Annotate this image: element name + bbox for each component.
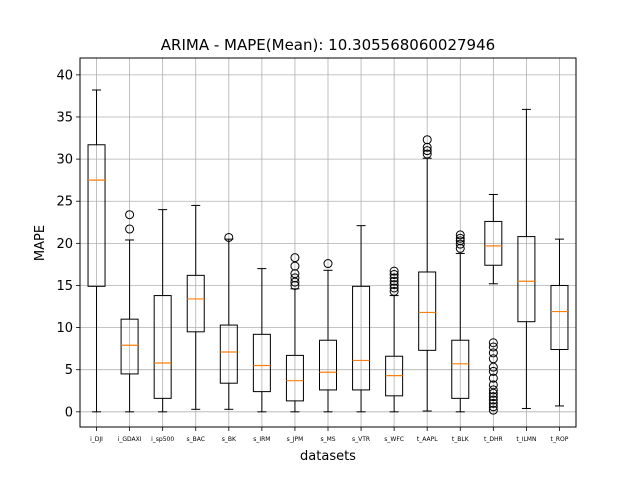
box-body	[120, 318, 139, 375]
y-tick-label: 30	[56, 153, 73, 168]
flier-point	[422, 146, 432, 156]
box-body	[484, 220, 503, 266]
x-tick-label: s_WFC	[384, 436, 404, 443]
box-s_WFC	[385, 266, 404, 413]
y-tick-label: 35	[56, 110, 73, 125]
flier-point	[389, 283, 399, 293]
flier-point	[389, 270, 399, 280]
flier-point	[488, 392, 498, 402]
y-axis-ticks: 0 5 10 15 20 25 30 35 40	[56, 68, 80, 420]
flier-point	[224, 232, 234, 242]
flier-point	[125, 210, 135, 220]
x-tick-label: s_BK	[222, 436, 237, 443]
box-body	[219, 324, 238, 384]
flier-point	[455, 236, 465, 246]
box-body	[550, 284, 569, 350]
flier-point	[389, 280, 399, 290]
box-s_JPM	[285, 253, 304, 413]
flier-point	[389, 273, 399, 283]
box-i_sp500	[153, 209, 172, 413]
x-tick-label: s_IRM	[253, 436, 270, 443]
box-s_MS	[319, 259, 337, 413]
box-body	[451, 339, 470, 399]
flier-point	[488, 380, 498, 390]
box-body	[319, 339, 337, 391]
x-tick-label: t_AAPL	[417, 436, 438, 443]
y-tick-label: 15	[56, 279, 73, 294]
x-tick-label: t_DHR	[484, 436, 503, 443]
x-axis-ticks: i_DJI i_GDAXI i_sp500 s_BAC s_BK s_IRM s_JPM s_…	[90, 427, 569, 443]
flier-point	[488, 405, 498, 415]
y-tick-label: 10	[56, 321, 73, 336]
x-tick-label: i_sp500	[151, 436, 174, 443]
x-tick-label: i_GDAXI	[118, 436, 142, 443]
box-t_AAPL	[418, 135, 437, 412]
flier-point	[488, 348, 498, 358]
box-s_BK	[219, 232, 238, 410]
flier-point	[323, 259, 333, 269]
box-body	[87, 144, 106, 287]
y-tick-label: 40	[56, 68, 73, 83]
flier-point	[488, 385, 498, 395]
flier-point	[488, 402, 498, 412]
box-body	[352, 285, 371, 391]
y-tick-label: 25	[56, 195, 73, 210]
y-tick-label: 0	[65, 405, 73, 420]
box-i_DJI	[87, 89, 106, 413]
chart-title: ARIMA - MAPE(Mean): 10.305568060027946	[161, 36, 495, 54]
flier-point	[488, 373, 498, 383]
box-body	[252, 333, 271, 393]
flier-point	[389, 286, 399, 296]
x-axis-title: datasets	[300, 449, 356, 464]
x-tick-label: s_VTR	[352, 436, 370, 443]
flier-point	[488, 366, 498, 376]
box-s_BAC	[186, 204, 205, 410]
flier-point	[290, 273, 300, 283]
flier-point	[488, 398, 498, 408]
flier-point	[455, 233, 465, 243]
flier-point	[389, 266, 399, 276]
y-tick-label: 20	[56, 237, 73, 252]
box-s_IRM	[252, 268, 271, 413]
x-tick-label: t_ROP	[551, 436, 569, 443]
flier-point	[290, 253, 300, 263]
flier-point	[422, 149, 432, 159]
box-t_ROP	[550, 238, 569, 407]
x-tick-label: t_ILMN	[516, 436, 536, 443]
flier-point	[422, 135, 432, 145]
box-body	[418, 271, 437, 351]
x-tick-label: s_MS	[320, 436, 335, 443]
box-s_VTR	[352, 225, 371, 413]
box-i_GDAXI	[120, 210, 139, 413]
x-tick-label: s_BAC	[187, 436, 205, 443]
flier-point	[389, 276, 399, 286]
flier-point	[488, 354, 498, 364]
flier-point	[125, 224, 135, 234]
x-tick-label: t_BLK	[452, 436, 470, 443]
flier-point	[488, 338, 498, 348]
box-t_BLK	[451, 230, 470, 413]
boxes	[87, 89, 569, 415]
flier-point	[488, 395, 498, 405]
box-body	[186, 274, 205, 333]
y-tick-label: 5	[65, 363, 73, 378]
box-body	[517, 236, 536, 323]
flier-point	[488, 342, 498, 352]
x-tick-label: s_JPM	[287, 436, 304, 443]
box-body	[285, 354, 304, 402]
y-axis-title: MAPE	[33, 225, 48, 261]
box-t_DHR	[484, 193, 503, 415]
flier-point	[455, 230, 465, 240]
x-tick-label: i_DJI	[90, 436, 103, 443]
flier-point	[455, 239, 465, 249]
box-t_ILMN	[517, 108, 536, 409]
box-body	[153, 295, 172, 399]
